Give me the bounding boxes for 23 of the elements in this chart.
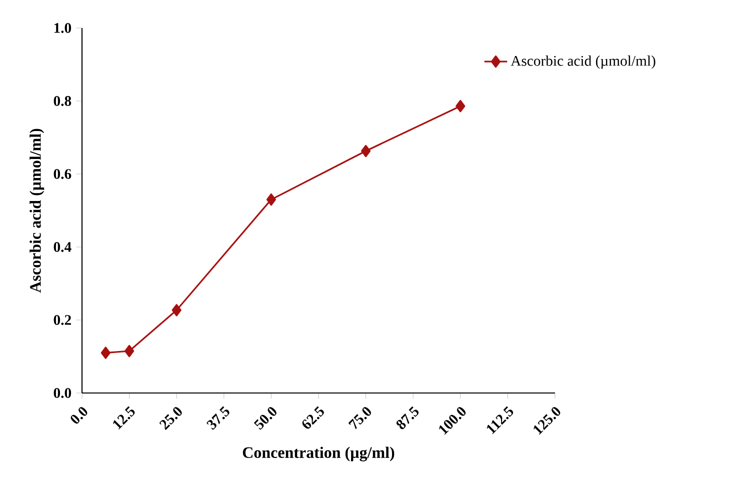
y-axis-title: Ascorbic acid (µmol/ml) <box>30 128 44 293</box>
point <box>361 144 371 158</box>
x-tick-label: 12.5 <box>113 406 135 430</box>
point <box>172 304 182 316</box>
x-axis-title: Concentration (µg/ml) <box>242 446 394 462</box>
x-tick-label: 50.0 <box>254 407 276 430</box>
y-tick-label: 0.2 <box>54 315 71 325</box>
x-tick-label: 0.0 <box>70 407 88 424</box>
x-tick-label: 37.5 <box>206 406 230 430</box>
point <box>124 344 134 358</box>
y-tick-label: 0.8 <box>54 96 72 106</box>
x-tick-label: 75.0 <box>348 407 372 430</box>
x-tick-label: 25.0 <box>159 407 182 430</box>
x-tick-label: 62.5 <box>302 406 324 429</box>
point <box>100 346 110 359</box>
y-tick-label: 0.0 <box>54 388 72 398</box>
x-tick-label: 87.5 <box>396 406 419 430</box>
y-tick-label: 0.4 <box>54 242 72 252</box>
y-tick-label: 0.6 <box>54 169 72 179</box>
y-tick-label: 1.0 <box>54 23 72 33</box>
point <box>456 100 466 112</box>
point <box>266 193 276 206</box>
legend-label: Ascorbic acid (µmol/ml) <box>510 56 656 69</box>
